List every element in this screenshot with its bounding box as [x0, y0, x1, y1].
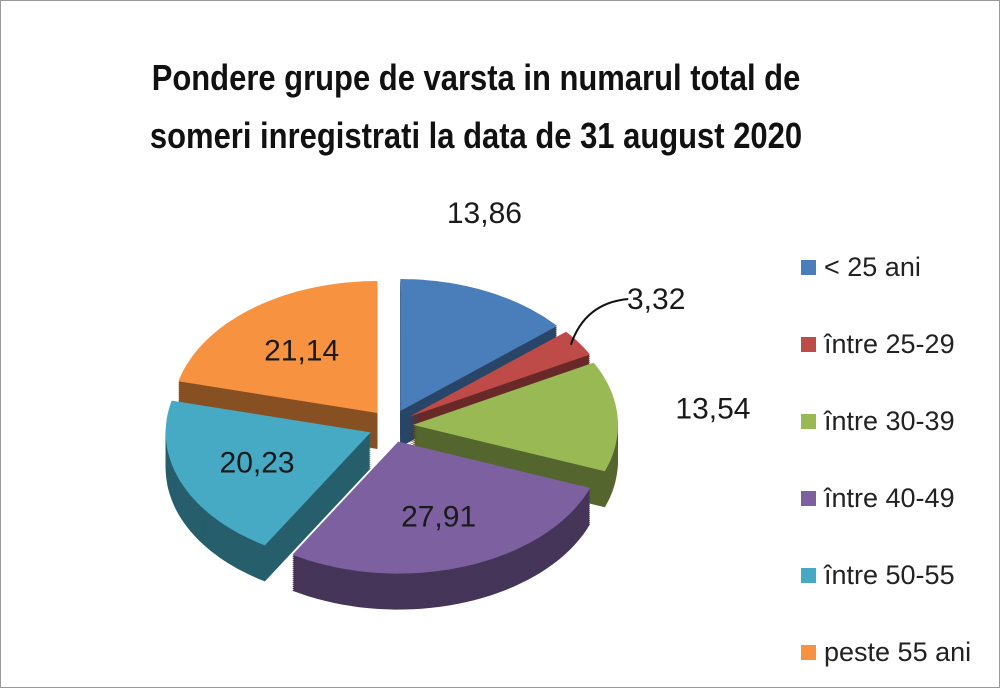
legend-item: < 25 ani: [801, 229, 971, 306]
legend-label: între 40-49: [824, 483, 955, 513]
legend: < 25 ani între 25-29 între 30-39 între 40-4…: [801, 229, 972, 687]
legend-swatch: [801, 337, 816, 352]
pie-slice: [165, 400, 371, 582]
legend-item: peste 55 ani: [801, 614, 972, 687]
legend-item: între 50-55: [801, 537, 971, 614]
legend-swatch: [801, 414, 816, 429]
legend-swatch: [801, 491, 816, 506]
pie-slice: [412, 362, 618, 508]
legend-label: peste 55 ani: [824, 637, 972, 667]
pie-slice-top: [178, 281, 378, 414]
legend-label: între 30-39: [824, 406, 955, 436]
legend-swatch: [801, 260, 816, 275]
data-label: 13,86: [447, 197, 522, 230]
data-label: 20,23: [220, 447, 295, 480]
legend-label: < 25 ani: [824, 252, 921, 282]
data-label: 21,14: [264, 335, 339, 368]
leader-line: [569, 297, 629, 346]
data-label: 3,32: [627, 283, 685, 316]
title-line-2: someri inregistrati la data de 31 august…: [149, 115, 803, 156]
pie-slice-top: [292, 441, 591, 574]
pie-slice-top: [412, 362, 618, 472]
legend-item: între 25-29: [801, 306, 971, 383]
pie-slice: [292, 441, 591, 610]
legend-swatch: [801, 568, 816, 583]
legend-item: între 30-39: [801, 383, 971, 460]
title-line-1: Pondere grupe de varsta in numarul total…: [151, 57, 801, 98]
legend-swatch: [801, 645, 816, 660]
pie-slice-top: [409, 331, 590, 417]
legend-item: între 40-49: [801, 460, 971, 537]
legend-label: între 25-29: [824, 329, 955, 359]
legend-label: între 50-55: [824, 560, 955, 590]
pie-slice-top: [165, 400, 371, 546]
data-label: 27,91: [401, 500, 476, 533]
pie-slice-top: [400, 279, 558, 412]
chart-title: Pondere grupe de varsta in numarul total…: [119, 49, 833, 165]
data-label: 13,54: [675, 392, 750, 425]
